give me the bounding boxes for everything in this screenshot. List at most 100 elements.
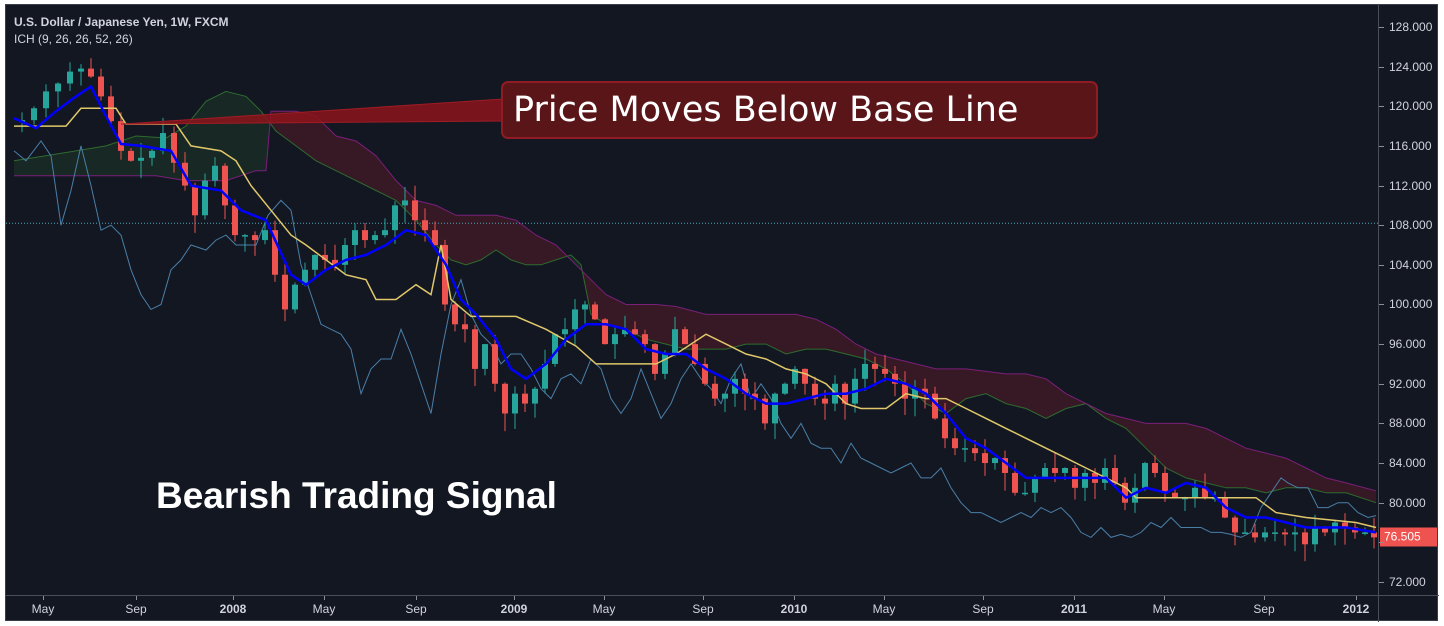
cloud-segment: [750, 314, 752, 345]
cloud-segment: [1116, 415, 1118, 425]
cloud-segment: [90, 148, 92, 176]
cloud-segment: [678, 306, 680, 348]
cloud-segment: [96, 147, 98, 176]
cloud-segment: [812, 318, 814, 350]
cloud-segment: [870, 351, 872, 362]
cloud-segment: [890, 357, 892, 374]
time-tick-label: 2009: [500, 602, 528, 616]
time-tick-label: May: [312, 602, 336, 616]
time-tick-mark: [703, 596, 704, 600]
cloud-segment: [598, 286, 600, 321]
cloud-segment: [1168, 423, 1170, 470]
cloud-segment: [648, 304, 650, 341]
time-tick-mark: [604, 596, 605, 600]
cloud-segment: [1352, 484, 1354, 496]
cloud-segment: [906, 361, 908, 386]
chart-plot-area[interactable]: U.S. Dollar / Japanese Yen, 1W, FXCM ICH…: [6, 5, 1378, 595]
indicator-label[interactable]: ICH (9, 26, 26, 52, 26): [14, 32, 133, 46]
cloud-segment: [938, 368, 940, 411]
cloud-segment: [1284, 457, 1286, 489]
cloud-segment: [710, 314, 712, 350]
cloud-segment: [166, 136, 168, 178]
price-tick-mark: [1379, 185, 1384, 187]
cloud-segment: [1232, 441, 1234, 488]
time-tick-label: Sep: [972, 602, 994, 616]
cloud-segment: [910, 362, 912, 390]
cloud-segment: [1226, 438, 1228, 488]
cloud-segment: [1204, 427, 1206, 483]
bearish-candle: [1172, 492, 1178, 498]
cloud-segment: [946, 368, 948, 414]
cloud-segment: [652, 304, 654, 342]
cloud-segment: [1330, 478, 1332, 493]
cloud-segment: [56, 153, 58, 176]
cloud-segment: [850, 339, 852, 356]
cloud-segment: [1268, 453, 1270, 493]
cloud-segment: [664, 305, 666, 345]
bearish-candle: [432, 230, 438, 246]
bearish-candle: [128, 150, 134, 161]
cloud-segment: [1070, 395, 1072, 408]
cloud-segment: [338, 136, 340, 173]
cloud-segment: [208, 99, 210, 181]
cloud-segment: [1336, 480, 1338, 493]
cloud-segment: [1188, 423, 1190, 479]
cloud-segment: [708, 314, 710, 350]
bullish-candle: [149, 150, 155, 158]
cloud-segment: [748, 314, 750, 345]
cloud-segment: [964, 368, 966, 401]
cloud-segment: [246, 96, 248, 174]
cloud-segment: [1288, 459, 1290, 488]
cloud-segment: [772, 314, 774, 349]
cloud-segment: [570, 255, 572, 261]
time-tick-mark: [416, 596, 417, 600]
time-tick-label: Sep: [405, 602, 427, 616]
cloud-segment: [530, 230, 532, 265]
bearish-candle: [632, 329, 638, 335]
price-tick-mark: [1379, 344, 1384, 346]
cloud-segment: [1156, 423, 1158, 461]
bearish-candle: [812, 383, 818, 399]
time-axis[interactable]: May Sep 2008 May Sep 2009 May Sep 2010 May Sep 2011…: [6, 595, 1378, 622]
cloud-segment: [350, 139, 352, 179]
bullish-candle: [572, 309, 578, 330]
cloud-segment: [700, 312, 702, 350]
price-axis[interactable]: 72.00076.00080.00084.00088.00092.00096.0…: [1378, 5, 1439, 595]
cloud-segment: [484, 215, 486, 258]
bearish-candle: [282, 274, 288, 310]
price-tick-mark: [1379, 225, 1384, 227]
cloud-segment: [1078, 399, 1080, 406]
bullish-candle: [962, 448, 968, 450]
cloud-segment: [232, 92, 234, 179]
cloud-segment: [988, 371, 990, 396]
cloud-segment: [902, 360, 904, 383]
cloud-segment: [860, 346, 862, 358]
cloud-segment: [368, 149, 370, 188]
bearish-candle: [452, 304, 458, 325]
time-tick-mark: [136, 596, 137, 600]
callout-annotation: Price Moves Below Base Line: [501, 81, 1098, 139]
cloud-segment: [1062, 390, 1064, 411]
price-tick-label: 72.000: [1389, 574, 1426, 589]
cloud-segment: [126, 138, 128, 176]
cloud-segment: [1292, 461, 1294, 488]
cloud-segment: [786, 314, 788, 355]
time-tick-label: May: [592, 602, 616, 616]
bullish-candle: [512, 393, 518, 414]
cloud-segment: [386, 168, 388, 197]
cloud-segment: [1068, 394, 1070, 409]
cloud-segment: [1368, 488, 1370, 501]
cloud-segment: [602, 290, 604, 323]
cloud-segment: [178, 129, 180, 180]
symbol-title[interactable]: U.S. Dollar / Japanese Yen, 1W, FXCM: [14, 15, 229, 29]
cloud-segment: [420, 201, 422, 228]
cloud-segment: [692, 310, 694, 350]
cloud-segment: [458, 215, 460, 263]
cloud-segment: [996, 372, 998, 400]
cloud-segment: [590, 278, 592, 316]
cloud-segment: [532, 232, 534, 265]
cloud-segment: [352, 139, 354, 180]
cloud-segment: [1124, 417, 1126, 429]
cloud-segment: [1032, 375, 1034, 413]
chart-legend: U.S. Dollar / Japanese Yen, 1W, FXCM ICH…: [14, 14, 229, 48]
